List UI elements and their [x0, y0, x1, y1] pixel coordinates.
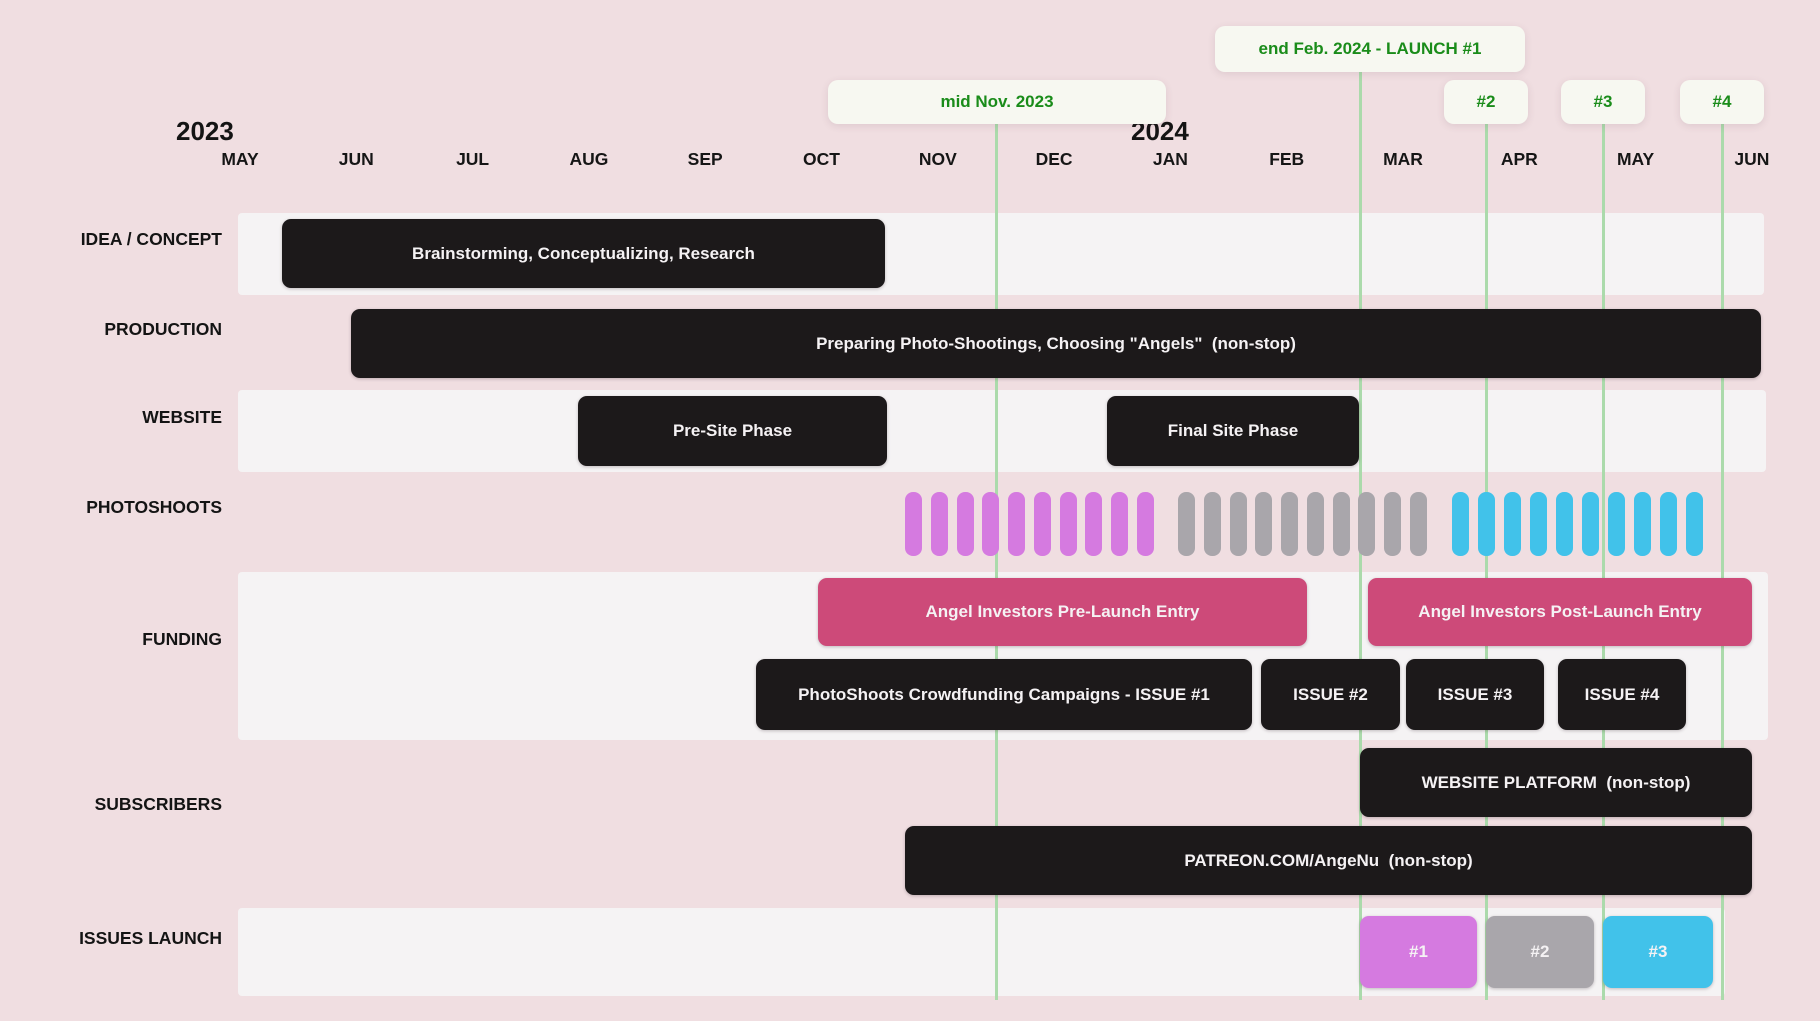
month-label: JUN	[1734, 148, 1770, 169]
photoshoots-issue-1-ticks	[905, 492, 1154, 556]
month-label: SEP	[687, 148, 723, 169]
issue-3-shoots-tick	[1504, 492, 1521, 556]
issue-3-shoots-tick	[1608, 492, 1625, 556]
row-label-photoshoots: PHOTOSHOOTS	[86, 497, 222, 517]
month-label: JAN	[1152, 148, 1188, 169]
gridline-launch-4	[1721, 124, 1724, 1000]
issue-2-shoots-tick	[1229, 492, 1247, 556]
gridline-launch-3	[1602, 124, 1605, 1000]
bar-idea-brainstorming: Brainstorming, Conceptualizing, Research	[282, 219, 885, 288]
issue-2-shoots-tick	[1203, 492, 1221, 556]
row-label-idea: IDEA / CONCEPT	[80, 229, 222, 249]
row-label-subscribers: SUBSCRIBERS	[94, 794, 222, 814]
issue-1-shoots-tick	[1059, 492, 1077, 556]
bar-issue-launch-1: #1	[1360, 916, 1477, 988]
photoshoots-issue-3-ticks	[1452, 492, 1703, 556]
month-label: OCT	[803, 148, 840, 169]
issue-2-shoots-tick	[1306, 492, 1324, 556]
callout-mid-nov: mid Nov. 2023	[828, 80, 1166, 124]
issue-1-shoots-tick	[956, 492, 974, 556]
issue-2-shoots-tick	[1332, 492, 1350, 556]
callout-launch-1: end Feb. 2024 - LAUNCH #1	[1215, 26, 1525, 72]
bar-pre-site-phase: Pre-Site Phase	[578, 396, 887, 466]
bar-crowdfunding-issue-1: PhotoShoots Crowdfunding Campaigns - ISS…	[756, 659, 1252, 730]
issue-1-shoots-tick	[905, 492, 922, 556]
bar-crowdfunding-issue-4: ISSUE #4	[1558, 659, 1686, 730]
issue-3-shoots-tick	[1530, 492, 1547, 556]
issue-1-shoots-tick	[1033, 492, 1051, 556]
row-label-website: WEBSITE	[142, 407, 222, 427]
year-2023: 2023	[176, 116, 234, 146]
month-label: MAY	[221, 148, 259, 169]
month-label: MAR	[1383, 148, 1423, 169]
bar-patreon: PATREON.COM/AngeNu (non-stop)	[905, 826, 1752, 895]
issue-1-shoots-tick	[1111, 492, 1129, 556]
issue-2-shoots-tick	[1255, 492, 1273, 556]
month-label: MAY	[1616, 148, 1655, 169]
row-bg-website	[238, 390, 1766, 472]
callout-launch-2: #2	[1444, 80, 1528, 124]
row-label-funding: FUNDING	[142, 629, 222, 649]
issue-3-shoots-tick	[1452, 492, 1469, 556]
photoshoots-issue-2-ticks	[1178, 492, 1427, 556]
issue-2-shoots-tick	[1281, 492, 1299, 556]
issue-2-shoots-tick	[1358, 492, 1376, 556]
callout-launch-4: #4	[1680, 80, 1764, 124]
row-bg-issues-launch	[238, 908, 1725, 996]
bar-angel-pre-launch: Angel Investors Pre-Launch Entry	[818, 578, 1307, 646]
issue-1-shoots-tick	[982, 492, 1000, 556]
bar-crowdfunding-issue-3: ISSUE #3	[1406, 659, 1544, 730]
issue-1-shoots-tick	[930, 492, 948, 556]
month-label: JUN	[338, 148, 374, 169]
bar-website-platform: WEBSITE PLATFORM (non-stop)	[1360, 748, 1752, 817]
bar-issue-launch-2: #2	[1486, 916, 1594, 988]
row-label-production: PRODUCTION	[104, 319, 222, 339]
issue-2-shoots-tick	[1409, 492, 1427, 556]
bar-final-site-phase: Final Site Phase	[1107, 396, 1359, 466]
month-label: APR	[1500, 148, 1538, 169]
bar-angel-post-launch: Angel Investors Post-Launch Entry	[1368, 578, 1752, 646]
month-label: FEB	[1269, 148, 1305, 169]
issue-3-shoots-tick	[1582, 492, 1599, 556]
bar-crowdfunding-issue-2: ISSUE #2	[1261, 659, 1400, 730]
issue-3-shoots-tick	[1478, 492, 1495, 556]
bar-production-preparing: Preparing Photo-Shootings, Choosing "Ang…	[351, 309, 1761, 378]
gridline-mid-nov	[995, 124, 998, 1000]
month-label: AUG	[569, 148, 609, 169]
month-label: JUL	[456, 148, 490, 169]
issue-2-shoots-tick	[1384, 492, 1402, 556]
issue-1-shoots-tick	[1008, 492, 1026, 556]
month-label: DEC	[1035, 148, 1073, 169]
month-label: NOV	[918, 148, 957, 169]
issue-3-shoots-tick	[1686, 492, 1703, 556]
row-label-issues-launch: ISSUES LAUNCH	[79, 928, 222, 948]
issue-3-shoots-tick	[1660, 492, 1677, 556]
issue-1-shoots-tick	[1136, 492, 1154, 556]
issue-1-shoots-tick	[1085, 492, 1103, 556]
bar-issue-launch-3: #3	[1603, 916, 1713, 988]
issue-2-shoots-tick	[1178, 492, 1195, 556]
callout-launch-3: #3	[1561, 80, 1645, 124]
gridline-launch-2	[1485, 124, 1488, 1000]
issue-3-shoots-tick	[1556, 492, 1573, 556]
issue-3-shoots-tick	[1634, 492, 1651, 556]
